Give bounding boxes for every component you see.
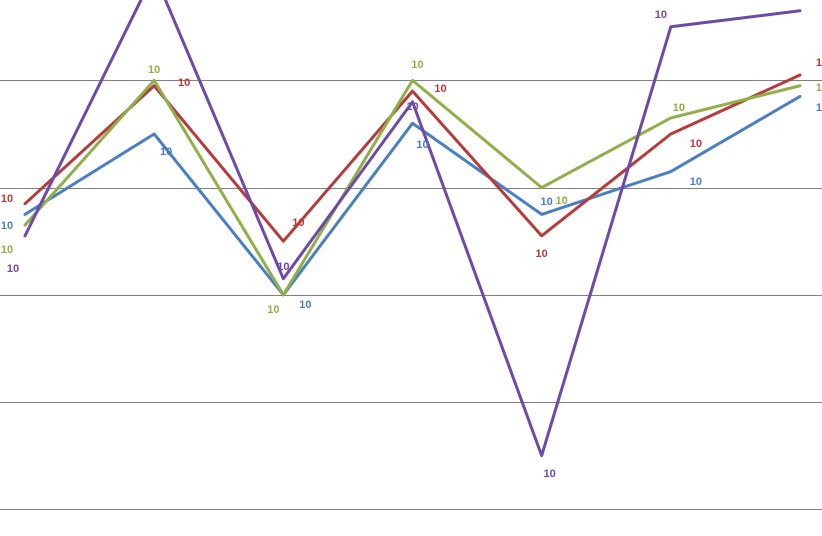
series-blue-label: 10 xyxy=(541,196,553,208)
series-purple-label: 10 xyxy=(655,9,667,21)
series-red-label: 10 xyxy=(434,83,446,95)
series-red-label: 10 xyxy=(536,248,548,260)
series-red-label: 10 xyxy=(1,193,13,205)
series-green-label: 10 xyxy=(267,304,279,316)
series-green-label: 10 xyxy=(673,102,685,114)
series-green-label: 10 xyxy=(556,195,568,207)
series-green-label: 10 xyxy=(148,64,160,76)
series-green-label: 10 xyxy=(411,59,423,71)
series-blue-label: 10 xyxy=(690,176,702,188)
series-blue-label: 10 xyxy=(416,139,428,151)
chart-lines xyxy=(0,0,822,536)
series-purple-label: 10 xyxy=(544,468,556,480)
series-green-label: 10 xyxy=(1,244,13,256)
series-blue-label: 10 xyxy=(816,102,822,114)
series-purple-label: 10 xyxy=(406,101,418,113)
series-green-label: 10 xyxy=(816,82,822,94)
series-blue-label: 10 xyxy=(160,146,172,158)
series-purple-label: 10 xyxy=(7,263,19,275)
series-blue-label: 10 xyxy=(299,299,311,311)
series-red-label: 10 xyxy=(816,57,822,69)
series-blue-line xyxy=(25,96,800,294)
series-purple-label: 10 xyxy=(277,261,289,273)
series-blue-label: 10 xyxy=(1,220,13,232)
line-chart: 1010101010101010101010101010101010101010… xyxy=(0,0,822,536)
series-red-label: 10 xyxy=(292,217,304,229)
series-purple-label: 10 xyxy=(784,0,796,2)
series-red-label: 10 xyxy=(178,77,190,89)
series-red-label: 10 xyxy=(690,138,702,150)
